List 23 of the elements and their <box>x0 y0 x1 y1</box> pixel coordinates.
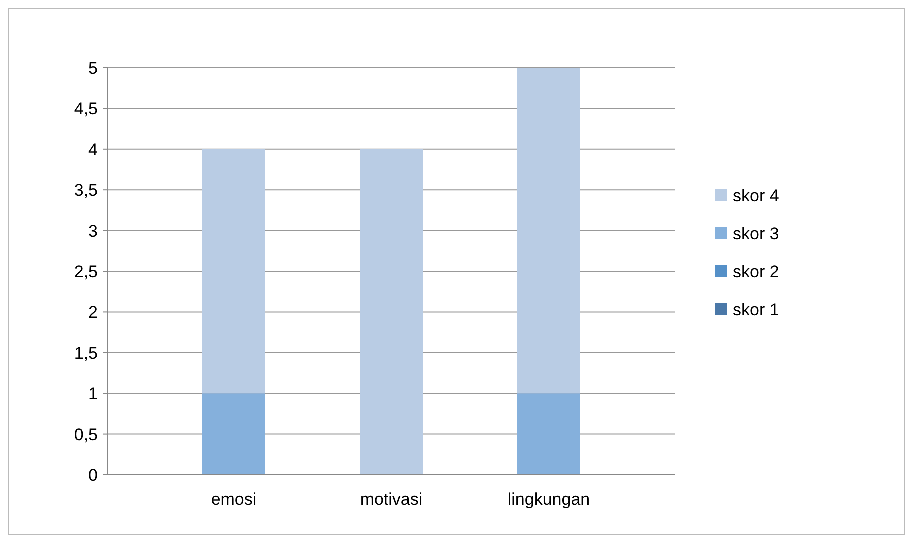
y-tick-label: 4 <box>88 140 98 160</box>
y-tick-label: 4,5 <box>74 100 98 119</box>
x-tick-label: motivasi <box>360 490 423 509</box>
bar <box>518 394 580 475</box>
legend-label: skor 4 <box>733 186 780 206</box>
y-tick-label: 1,5 <box>74 344 98 363</box>
x-tick-label: emosi <box>211 490 257 509</box>
x-tick-label: lingkungan <box>508 490 590 509</box>
y-tick-label: 1 <box>88 384 98 404</box>
y-tick-label: 2,5 <box>74 262 98 282</box>
y-tick-label: 2 <box>88 303 98 322</box>
bar <box>360 149 423 475</box>
bar <box>202 394 266 475</box>
y-tick-label: 3,5 <box>74 181 98 200</box>
legend-label: skor 1 <box>733 300 780 320</box>
legend-label: skor 3 <box>733 224 780 244</box>
y-tick-label: 5 <box>88 58 98 78</box>
y-tick-label: 3 <box>88 222 98 241</box>
bar <box>518 68 580 394</box>
bar <box>202 149 266 394</box>
y-tick-label: 0 <box>88 466 98 485</box>
y-tick-label: 0,5 <box>74 425 98 444</box>
legend-label: skor 2 <box>733 262 780 282</box>
